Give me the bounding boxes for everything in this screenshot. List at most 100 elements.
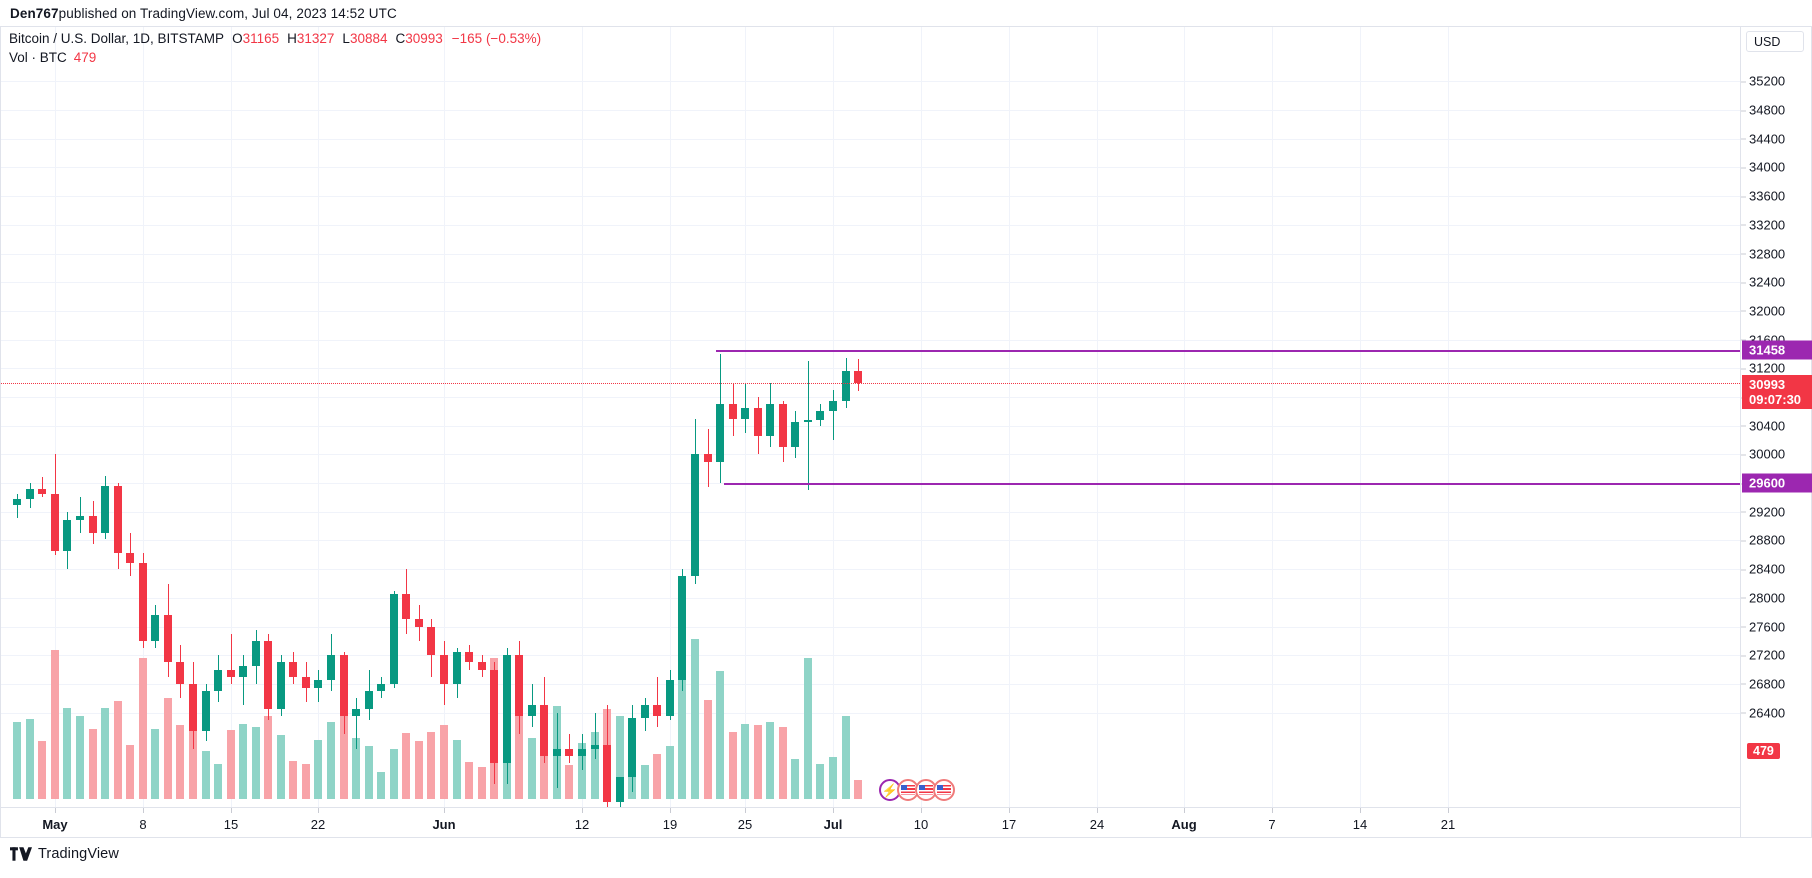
price-axis[interactable]: USD 35200 34800 34400 34000 33600 33200 32800 3… — [1740, 27, 1812, 837]
price-tick-mark — [1741, 368, 1746, 370]
volume-bar — [477, 767, 486, 799]
volume-bar — [264, 715, 273, 799]
gridline-horizontal — [1, 81, 1740, 83]
price-axis-label: 28400 — [1741, 562, 1785, 577]
candle-body — [527, 705, 536, 717]
candle-body — [251, 640, 260, 666]
gridline-horizontal — [1, 310, 1740, 312]
price-axis-label: 28800 — [1741, 533, 1785, 548]
volume-bar — [690, 639, 699, 799]
candle-body — [552, 748, 561, 756]
legend-volume-row: Vol · BTC 479 — [9, 49, 541, 66]
publisher-name: Den767 — [10, 5, 59, 21]
price-tick-mark — [1741, 81, 1746, 83]
last-price-value: 30993 — [1749, 377, 1786, 393]
volume-bar — [188, 709, 197, 799]
price-axis-label: 32800 — [1741, 246, 1785, 261]
price-tick-mark — [1741, 626, 1746, 628]
volume-bar — [101, 707, 110, 799]
candle-body — [188, 683, 197, 731]
gridline-horizontal — [1, 397, 1740, 398]
time-tick-mark — [231, 808, 232, 813]
price-axis-label: 30400 — [1741, 418, 1785, 433]
last-price-badge[interactable]: 30993 09:07:30 — [1742, 375, 1812, 410]
volume-bar — [854, 779, 863, 799]
tradingview-footer: TradingView — [10, 846, 119, 862]
volume-bar — [640, 765, 649, 799]
gridline-vertical — [921, 27, 922, 807]
volume-bar — [841, 715, 850, 799]
gridline-horizontal — [1, 167, 1740, 169]
candle-body — [753, 407, 762, 437]
candle-wick — [243, 655, 244, 706]
time-tick-mark — [833, 808, 834, 813]
candle-body — [854, 370, 863, 384]
economic-events-group[interactable]: ⚡ — [878, 779, 955, 801]
ohlc-low: L30884 — [342, 30, 387, 47]
ohlc-close: C30993 — [395, 30, 442, 47]
chart-legend: Bitcoin / U.S. Dollar, 1D, BITSTAMP O311… — [9, 30, 541, 66]
candle-body — [364, 691, 373, 710]
volume-bar — [226, 730, 235, 799]
gridline-horizontal — [1, 683, 1740, 685]
currency-unit-button[interactable]: USD — [1746, 31, 1804, 52]
candle-body — [276, 662, 285, 710]
price-tick-mark — [1741, 569, 1746, 571]
volume-bar — [25, 719, 34, 799]
candle-body — [653, 705, 662, 717]
candle-body — [540, 705, 549, 756]
volume-bar — [377, 771, 386, 799]
candle-body — [778, 404, 787, 448]
volume-value-badge[interactable]: 479 — [1747, 743, 1780, 759]
price-axis-label: 28000 — [1741, 590, 1785, 605]
candle-wick — [42, 477, 43, 498]
time-axis-label: 8 — [139, 817, 147, 832]
volume-bar — [13, 722, 22, 799]
ohlc-high-label: H — [287, 31, 297, 46]
volume-bar — [465, 762, 474, 799]
gridline-horizontal — [1, 454, 1740, 456]
earnings-bolt-icon[interactable]: ⚡ — [878, 779, 901, 801]
price-tick-mark — [1741, 454, 1746, 456]
last-price-line — [1, 383, 1740, 385]
volume-bar — [126, 744, 135, 799]
candle-body — [439, 655, 448, 684]
economic-event-flag-icon[interactable] — [932, 779, 955, 801]
volume-bar — [50, 650, 59, 799]
time-axis-label: Aug — [1171, 817, 1197, 832]
time-tick-mark — [1360, 808, 1361, 813]
volume-bar — [339, 715, 348, 799]
time-axis[interactable]: May 8 15 22 Jun 12 19 25 Jul 10 17 24 Aug 7 14 21 — [1, 807, 1740, 837]
support-level-badge[interactable]: 29600 — [1742, 473, 1812, 493]
resistance-level-badge[interactable]: 31458 — [1742, 340, 1812, 360]
plot-area[interactable]: ⚡ — [1, 27, 1740, 807]
candle-body — [490, 669, 499, 763]
publisher-header: Den767 published on TradingView.com, Jul… — [0, 0, 1812, 26]
symbol-title[interactable]: Bitcoin / U.S. Dollar, 1D, BITSTAMP — [9, 31, 225, 46]
support-level-line[interactable] — [724, 483, 1740, 486]
volume-bar — [176, 725, 185, 799]
resistance-level-line[interactable] — [716, 349, 1740, 352]
volume-bar — [151, 728, 160, 799]
price-axis-label: 31200 — [1741, 361, 1785, 376]
price-axis-label: 26400 — [1741, 705, 1785, 720]
candle-body — [766, 404, 775, 437]
candle-body — [678, 576, 687, 681]
time-axis-label: 12 — [574, 817, 590, 832]
gridline-horizontal — [1, 368, 1740, 370]
price-tick-mark — [1741, 167, 1746, 169]
candle-wick — [356, 698, 357, 749]
price-tick-mark — [1741, 282, 1746, 284]
gridline-horizontal — [1, 511, 1740, 513]
gridline-vertical — [1184, 27, 1185, 807]
volume-bar — [214, 763, 223, 799]
time-axis-label: 21 — [1440, 817, 1456, 832]
volume-label[interactable]: Vol · BTC — [9, 50, 67, 65]
gridline-horizontal — [1, 138, 1740, 140]
candle-body — [151, 615, 160, 641]
candle-body — [76, 516, 85, 521]
candle-body — [226, 669, 235, 677]
gridline-horizontal — [1, 339, 1740, 341]
price-tick-mark — [1741, 253, 1746, 255]
